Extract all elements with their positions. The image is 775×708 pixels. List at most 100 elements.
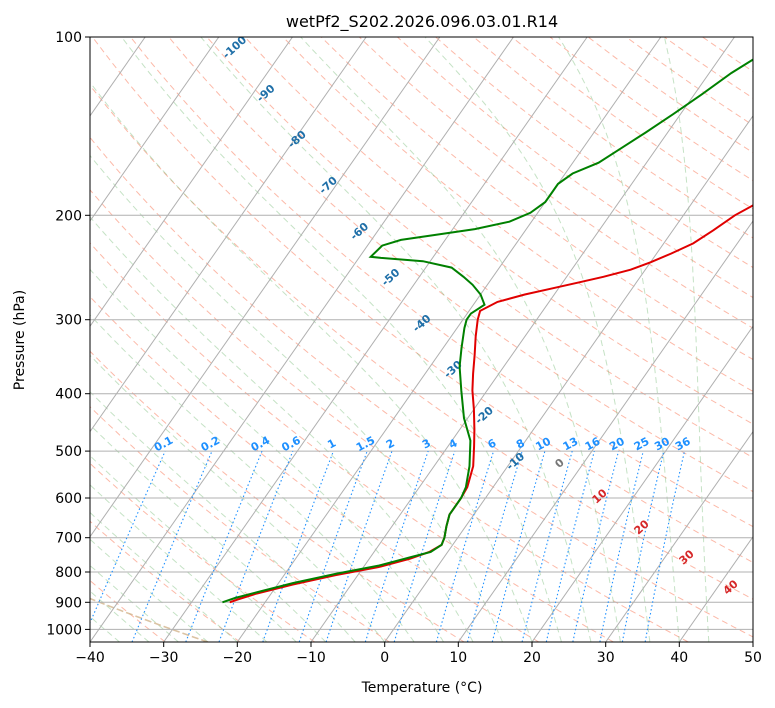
- dry-adiabat-line: [90, 84, 753, 600]
- mixing-ratio-line: [131, 450, 213, 642]
- isotherm-line: [90, 37, 367, 433]
- x-tick-label: −40: [75, 650, 105, 666]
- mixing-ratio-label: 10: [533, 435, 553, 454]
- y-tick-label: 800: [55, 565, 82, 581]
- isotherm-line: [457, 220, 753, 642]
- isotherm-line: [90, 37, 441, 538]
- x-tick-label: 20: [523, 650, 541, 666]
- moist-adiabat-line: [200, 37, 592, 642]
- isotherm-line: [163, 37, 588, 642]
- y-tick-label: 300: [55, 313, 82, 329]
- mixing-ratio-line: [466, 450, 523, 642]
- isotherm-line: [236, 37, 662, 642]
- dry-adiabat-line: [320, 37, 753, 361]
- mixing-ratio-line: [393, 450, 456, 642]
- moist-adiabat-line: [90, 538, 209, 642]
- moist-adiabat-line: [90, 455, 297, 642]
- mixing-ratio-line: [262, 450, 334, 642]
- x-tick-label: 30: [597, 650, 615, 666]
- mixing-ratio-line: [545, 450, 595, 642]
- moist-adiabat-line: [90, 216, 474, 642]
- dry-adiabat-line: [90, 405, 390, 642]
- dry-adiabat-line: [90, 189, 689, 642]
- dry-adiabat-line: [168, 37, 753, 493]
- x-axis-ticks: −40 −30 −20 −10 0 10 20 30 40 50: [75, 642, 762, 666]
- moist-adiabat-line: [121, 37, 562, 642]
- grid-lines: [90, 37, 753, 642]
- mixing-ratio-line: [325, 450, 393, 642]
- mixing-ratio-line: [572, 450, 620, 642]
- x-tick-label: −10: [296, 650, 326, 666]
- y-tick-label: 700: [55, 531, 82, 547]
- moist-adiabat-line: [90, 354, 386, 642]
- mixing-ratio-lines: [90, 450, 686, 642]
- mixing-ratio-line: [298, 450, 368, 642]
- mixing-ratio-line: [218, 450, 294, 642]
- dry-adiabat-line: [130, 37, 753, 528]
- mixing-ratio-label: 25: [632, 435, 652, 454]
- moist-adiabat-line: [90, 564, 179, 642]
- moist-adiabat-line: [558, 37, 680, 642]
- dry-adiabat-line: [206, 37, 753, 459]
- mixing-ratio-line: [491, 450, 546, 642]
- dry-adiabat-line: [92, 37, 753, 563]
- moist-adiabat-line: [90, 590, 150, 642]
- moist-adiabat-line: [90, 391, 356, 642]
- y-tick-label: 200: [55, 208, 82, 224]
- mixing-ratio-label: 13: [561, 435, 581, 454]
- isotherm-line: [90, 37, 220, 222]
- mixing-ratio-label: 36: [673, 435, 693, 454]
- moist-adiabat-line: [663, 37, 710, 642]
- x-tick-label: 10: [449, 650, 467, 666]
- series-lines: [222, 58, 753, 604]
- plot-area: 0.1 0.2 0.4 0.6 1 1.5 2 3 4 6 8 10 13 16 20 25 30 36-100-…: [90, 37, 753, 642]
- isotherm-line: [605, 430, 753, 642]
- x-axis-label: Temperature (°C): [361, 680, 483, 696]
- mixing-ratio-label: 16: [583, 435, 603, 454]
- mixing-ratio-line: [364, 450, 429, 642]
- y-axis-ticks: 100 200 300 400 500 600 700 800 900 1000: [46, 30, 90, 638]
- x-tick-label: −30: [149, 650, 179, 666]
- isotherm-line: [310, 37, 735, 642]
- dry-adiabat-line: [397, 37, 753, 299]
- moist-adiabat-line: [424, 37, 651, 642]
- y-axis-label: Pressure (hPa): [12, 290, 28, 390]
- x-tick-label: −20: [223, 650, 253, 666]
- mixing-ratio-line: [521, 450, 573, 642]
- dry-adiabat-line: [90, 295, 540, 642]
- dry-adiabat-line: [90, 462, 315, 642]
- x-tick-label: 50: [744, 650, 762, 666]
- moist-adiabat-line: [90, 484, 268, 642]
- moist-adiabat-line: [90, 424, 327, 642]
- mixing-ratio-line: [90, 450, 166, 625]
- moist-adiabat-line: [90, 154, 503, 642]
- x-tick-label: 40: [670, 650, 688, 666]
- x-tick-label: 0: [380, 650, 389, 666]
- plot-frame: [89, 36, 754, 643]
- moist-adiabat-line: [300, 37, 621, 642]
- chart-title: wetPf2_S202.2026.096.03.01.R14: [286, 12, 558, 32]
- y-tick-label: 100: [55, 30, 82, 46]
- y-tick-label: 900: [55, 595, 82, 611]
- mixing-ratio-line: [185, 450, 263, 642]
- adiabat-lines: [90, 37, 753, 642]
- isotherm-line: [678, 535, 753, 642]
- moist-adiabat-line: [90, 268, 445, 642]
- y-tick-label: 600: [55, 491, 82, 507]
- dewpoint-line: [222, 58, 753, 604]
- y-tick-label: 1000: [46, 622, 82, 638]
- isotherm-line: [531, 325, 753, 642]
- isotherm-line: [90, 37, 293, 328]
- mixing-ratio-label: 20: [607, 435, 627, 454]
- moist-adiabat-line: [90, 511, 238, 642]
- moist-adiabat-line: [90, 81, 533, 642]
- dry-adiabat-line: [358, 37, 753, 329]
- mixing-ratio-line: [435, 450, 495, 642]
- isotherm-line: [384, 114, 753, 642]
- y-tick-label: 400: [55, 387, 82, 403]
- y-tick-label: 500: [55, 444, 82, 460]
- moist-adiabat-line: [90, 314, 415, 642]
- reference-curve-line: [90, 597, 209, 642]
